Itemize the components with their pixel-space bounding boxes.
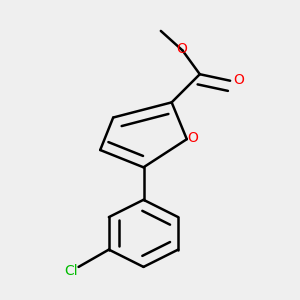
Text: O: O (176, 42, 187, 56)
Text: O: O (188, 131, 198, 145)
Text: Cl: Cl (64, 264, 78, 278)
Text: O: O (233, 73, 244, 87)
